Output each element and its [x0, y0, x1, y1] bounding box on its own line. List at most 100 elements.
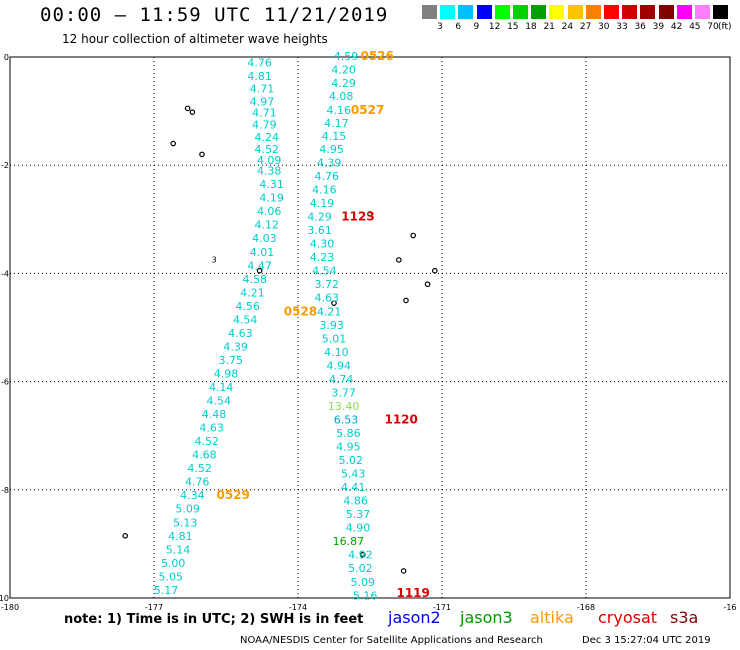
wave-height-value: 4.47: [247, 259, 272, 272]
wave-height-value: 4.81: [247, 70, 272, 83]
legend-swatch: [585, 5, 601, 19]
wave-height-value: 4.97: [250, 95, 275, 108]
wave-height-value: 4.92: [348, 549, 373, 562]
legend-label: 33: [616, 22, 628, 32]
wave-height-value: 4.90: [346, 522, 371, 535]
wave-height-value: 5.17: [154, 584, 179, 597]
wave-height-value: 5.86: [336, 427, 361, 440]
axis-ticks: -180 -177 -174 -171 -168 -16 0 -2 -4 -6 -8 -10: [0, 53, 737, 612]
footer-note: note: 1) Time is in UTC; 2) SWH is in fe…: [64, 612, 364, 627]
wave-height-value: 3.72: [315, 278, 340, 291]
wave-height-value: 4.71: [250, 82, 275, 95]
satellite-label-s3a: s3a: [670, 608, 699, 627]
wave-height-value: 4.52: [195, 435, 220, 448]
pass-time-tag: 1120: [384, 412, 417, 426]
wave-height-value: 4.38: [257, 165, 282, 178]
legend-label: 18: [525, 22, 537, 32]
legend-swatch: [531, 5, 547, 19]
wave-height-value: 5.02: [348, 562, 373, 575]
wave-height-value: 5.09: [351, 576, 376, 589]
wave-height-value: 4.29: [307, 211, 332, 224]
wave-height-value: 5.13: [173, 516, 198, 529]
island-marker: [403, 297, 409, 304]
wave-height-value: 4.86: [343, 495, 368, 508]
wave-height-value: 3.93: [319, 319, 344, 332]
y-tick-label: -2: [1, 161, 9, 170]
satellite-label-jason2: jason2: [388, 608, 441, 627]
wave-height-value: 4.39: [317, 156, 342, 169]
wave-height-value: 4.17: [324, 117, 349, 130]
island-marker: [256, 267, 263, 274]
pass-time-tag: 0529: [216, 488, 249, 502]
legend-label: 3: [437, 22, 443, 32]
wave-height-value: 5.37: [346, 508, 371, 521]
wave-height-value: 4.54: [233, 313, 258, 326]
legend-swatch: [494, 5, 510, 19]
wave-height-value: 3.77: [331, 386, 356, 399]
island-marker: [331, 300, 337, 306]
wave-height-value: 4.68: [192, 449, 217, 462]
wave-height-value: 4.81: [168, 530, 193, 543]
wave-height-value: 4.79: [252, 119, 277, 132]
island-marker: [424, 281, 431, 288]
wave-height-value: 4.41: [341, 481, 366, 494]
wave-height-value: 4.08: [329, 90, 354, 103]
altimeter-tracks: 4.764.814.714.974.714.794.244.524.094.38…: [154, 50, 378, 602]
legend-label: 30: [598, 22, 610, 32]
wave-height-value: 4.23: [310, 251, 335, 264]
island-marker: [367, 211, 373, 217]
x-tick-label: -180: [1, 603, 19, 612]
wave-height-value: 4.63: [315, 292, 340, 305]
wave-height-value: 4.39: [223, 340, 248, 353]
wave-height-value: 4.58: [243, 273, 268, 286]
wave-height-value: 4.76: [247, 56, 272, 69]
x-tick-label: -177: [145, 603, 163, 612]
pass-time-tag: 0528: [284, 304, 317, 318]
y-tick-label: -6: [1, 378, 9, 387]
island-marker: [395, 257, 402, 263]
wave-height-value: 4.06: [257, 205, 282, 218]
legend-label: 70: [707, 22, 719, 32]
wave-height-value: 13.40: [328, 400, 360, 413]
page-subtitle: 12 hour collection of altimeter wave hei…: [62, 32, 328, 46]
y-tick-label: -10: [0, 594, 9, 603]
map-annotation: 3: [212, 256, 217, 265]
legend-swatch: [658, 5, 674, 19]
wave-height-value: 4.52: [187, 462, 212, 475]
pass-time-tag: 0526: [360, 49, 393, 63]
wave-height-value: 4.19: [259, 192, 284, 205]
satellite-label-altika: altika: [530, 608, 574, 627]
legend-swatch: [604, 5, 619, 19]
legend-label: 42: [670, 22, 683, 32]
legend-unit: (ft): [718, 22, 732, 32]
pass-time-tag: 0527: [351, 103, 384, 117]
wave-height-value: 4.15: [322, 130, 347, 143]
satellite-label-cryosat: cryosat: [598, 608, 658, 627]
credit-text: NOAA/NESDIS Center for Satellite Applica…: [240, 635, 543, 646]
wave-height-value: 4.63: [199, 422, 224, 435]
y-tick-label: -8: [1, 486, 9, 495]
island-marker: [400, 568, 407, 574]
island-marker: [431, 267, 438, 274]
wave-height-value: 4.29: [331, 77, 356, 90]
time-tags: 0526 0527 1123 0528 1120 0529 1119: [216, 49, 429, 600]
wave-height-value: 4.34: [180, 489, 205, 502]
wave-height-value: 4.48: [202, 408, 227, 421]
wave-height-value: 4.31: [259, 178, 284, 191]
legend-label: 15: [507, 22, 519, 32]
wave-height-value: 5.16: [353, 589, 378, 602]
island-marker: [170, 140, 177, 147]
legend-label: 36: [634, 22, 646, 32]
wave-height-value: 4.54: [312, 265, 337, 278]
wave-height-value: 4.01: [250, 246, 275, 259]
map-grid: [10, 57, 730, 598]
wave-height-value: 4.30: [310, 238, 335, 251]
wave-height-value: 5.43: [341, 468, 366, 481]
wave-height-value: 5.09: [175, 503, 200, 516]
y-tick-label: -4: [1, 269, 9, 278]
legend-label: 6: [455, 22, 462, 32]
legend-label: 39: [652, 22, 665, 32]
legend-label: 9: [473, 22, 480, 32]
pass-time-tag: 1119: [396, 586, 429, 600]
